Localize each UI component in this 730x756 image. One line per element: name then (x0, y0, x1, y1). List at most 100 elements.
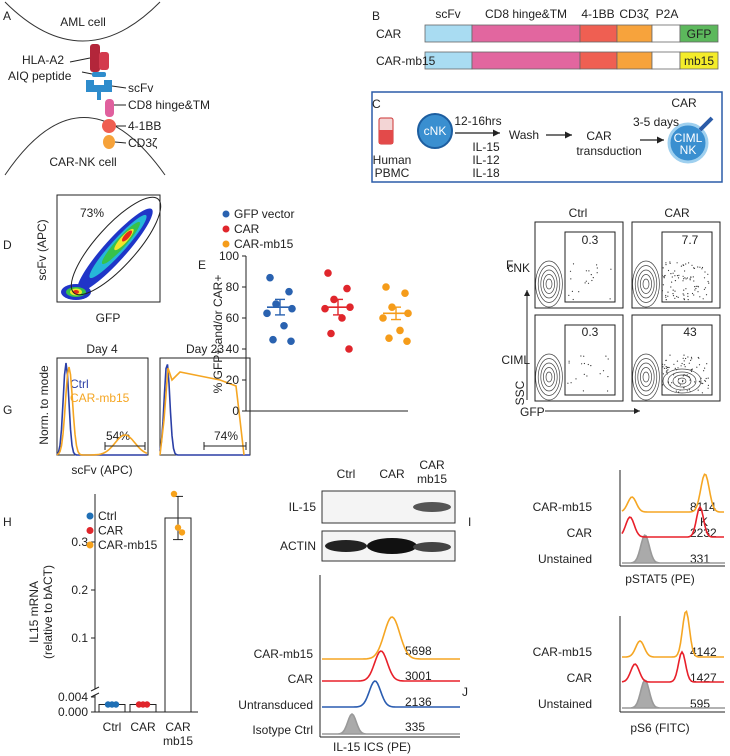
event-dot (682, 280, 684, 282)
event-dot (705, 294, 708, 296)
construct-bar-part (471, 51, 581, 70)
data-point (338, 314, 346, 322)
event-dot (661, 372, 663, 375)
cell-membrane (4, 1, 166, 176)
label: 3001 (405, 669, 432, 683)
label: 74% (214, 429, 238, 443)
legend-marker (86, 512, 94, 520)
event-dot (667, 269, 670, 272)
panel-letter: D (3, 238, 12, 252)
construct-bar-part (651, 24, 681, 43)
label: scFv (APC) (35, 219, 49, 280)
event-dot (596, 267, 598, 269)
event-dot (693, 267, 696, 269)
label: P2A (656, 7, 679, 21)
event-dot (590, 365, 592, 367)
label: CAR-mb15 (533, 645, 593, 659)
event-dot (578, 291, 580, 293)
event-dot (609, 298, 611, 300)
receptor-diagram-part (81, 71, 93, 75)
event-dot (674, 275, 676, 277)
event-dot (689, 379, 691, 381)
axis-break (90, 692, 100, 698)
event-dot (665, 371, 668, 373)
event-dot (674, 280, 677, 282)
receptor-diagram-part (90, 44, 100, 72)
histogram-curve (56, 366, 148, 456)
label: 3-5 days (633, 115, 679, 129)
label: NK (680, 143, 697, 157)
event-dot (662, 363, 664, 365)
label: CAR-mb15 (533, 500, 593, 514)
legend-marker (86, 541, 94, 549)
event-dot (682, 381, 684, 383)
event-dot (707, 273, 709, 275)
event-dot (672, 272, 674, 274)
label: IL-15 (472, 140, 500, 154)
event-dot (688, 389, 691, 391)
plot-frame (631, 221, 721, 309)
label: IL-15 (289, 500, 317, 514)
event-dot (662, 366, 664, 368)
legend-marker (86, 527, 94, 534)
construct-bar-part (579, 24, 618, 43)
event-dot (691, 368, 693, 370)
plot-frame (56, 194, 161, 303)
western-blot (321, 490, 456, 562)
contour-line (634, 358, 658, 396)
contour-line (662, 368, 702, 394)
event-dot (707, 377, 709, 379)
construct-bar-part (679, 51, 719, 70)
event-dot (695, 285, 698, 287)
data-point (343, 284, 351, 293)
panel-letter: A (3, 9, 11, 23)
event-dot (585, 280, 587, 282)
label: scFv (435, 7, 460, 21)
contour-line (537, 358, 561, 396)
y-tick-label: 60 (226, 311, 240, 325)
label: CAR (671, 96, 697, 110)
event-dot (694, 381, 696, 383)
label: CD3ζ (128, 136, 158, 150)
x-tick-label: mb15 (163, 734, 193, 748)
label: CAR (288, 672, 314, 686)
event-dot (669, 354, 671, 356)
receptor-diagram-part (69, 57, 91, 63)
label: 2136 (405, 695, 432, 709)
event-dot (707, 387, 709, 389)
receptor-diagram (69, 44, 127, 149)
receptor-diagram-part (102, 119, 116, 133)
event-dot (670, 273, 672, 275)
y-tick-label: 100 (219, 249, 239, 263)
contour-line (540, 269, 558, 299)
label: 8114 (690, 500, 716, 514)
event-dot (676, 360, 679, 362)
label: IL-18 (472, 166, 500, 180)
event-dot (683, 289, 685, 291)
event-dot (599, 373, 601, 375)
event-dot (686, 390, 688, 392)
label: CD8 hinge&TM (485, 7, 567, 21)
histogram-curve (159, 364, 250, 456)
panel-letter: E (198, 258, 206, 272)
event-dot (701, 392, 704, 394)
event-dot (587, 363, 589, 366)
data-point (272, 300, 280, 308)
contour-line (642, 371, 650, 383)
contour-line (543, 274, 555, 294)
event-dot (690, 370, 693, 372)
label: AML cell (60, 15, 106, 29)
event-dot (670, 286, 672, 288)
legend-label: CAR (98, 524, 124, 538)
histogram-curve (622, 534, 725, 564)
event-dot (690, 356, 693, 358)
contour-line (667, 371, 697, 391)
histogram-curve (56, 362, 147, 456)
event-dot (571, 290, 574, 292)
construct-bar (424, 24, 719, 70)
panel-letter: C (372, 97, 381, 111)
y-tick-label: 20 (226, 373, 240, 387)
event-dot (707, 384, 710, 386)
event-dot (661, 275, 663, 277)
contour-line (632, 353, 660, 401)
